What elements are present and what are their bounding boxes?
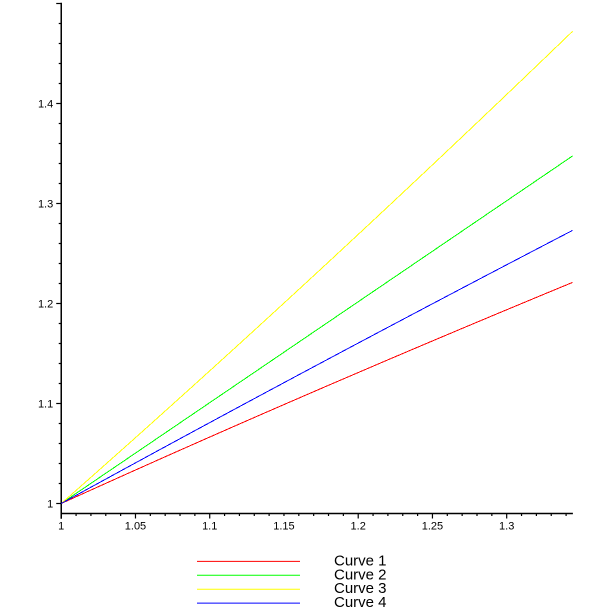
svg-text:1.3: 1.3 (38, 199, 53, 211)
svg-text:1: 1 (47, 499, 53, 511)
svg-text:1.3: 1.3 (499, 521, 514, 533)
svg-text:1.2: 1.2 (38, 299, 53, 311)
svg-text:1.15: 1.15 (273, 521, 294, 533)
svg-text:1.2: 1.2 (351, 521, 366, 533)
svg-text:1.1: 1.1 (38, 399, 53, 411)
svg-text:1.25: 1.25 (422, 521, 443, 533)
svg-text:1: 1 (58, 521, 64, 533)
svg-text:1.05: 1.05 (125, 521, 146, 533)
svg-text:1.4: 1.4 (38, 99, 53, 111)
svg-text:1.1: 1.1 (202, 521, 217, 533)
svg-text:Curve 4: Curve 4 (334, 594, 387, 611)
